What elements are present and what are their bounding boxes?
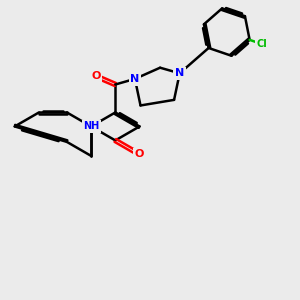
Text: N: N bbox=[130, 74, 140, 84]
Text: O: O bbox=[91, 71, 101, 81]
Text: N: N bbox=[175, 68, 184, 78]
Text: NH: NH bbox=[83, 122, 99, 131]
Text: Cl: Cl bbox=[257, 39, 268, 49]
Text: O: O bbox=[135, 149, 144, 159]
